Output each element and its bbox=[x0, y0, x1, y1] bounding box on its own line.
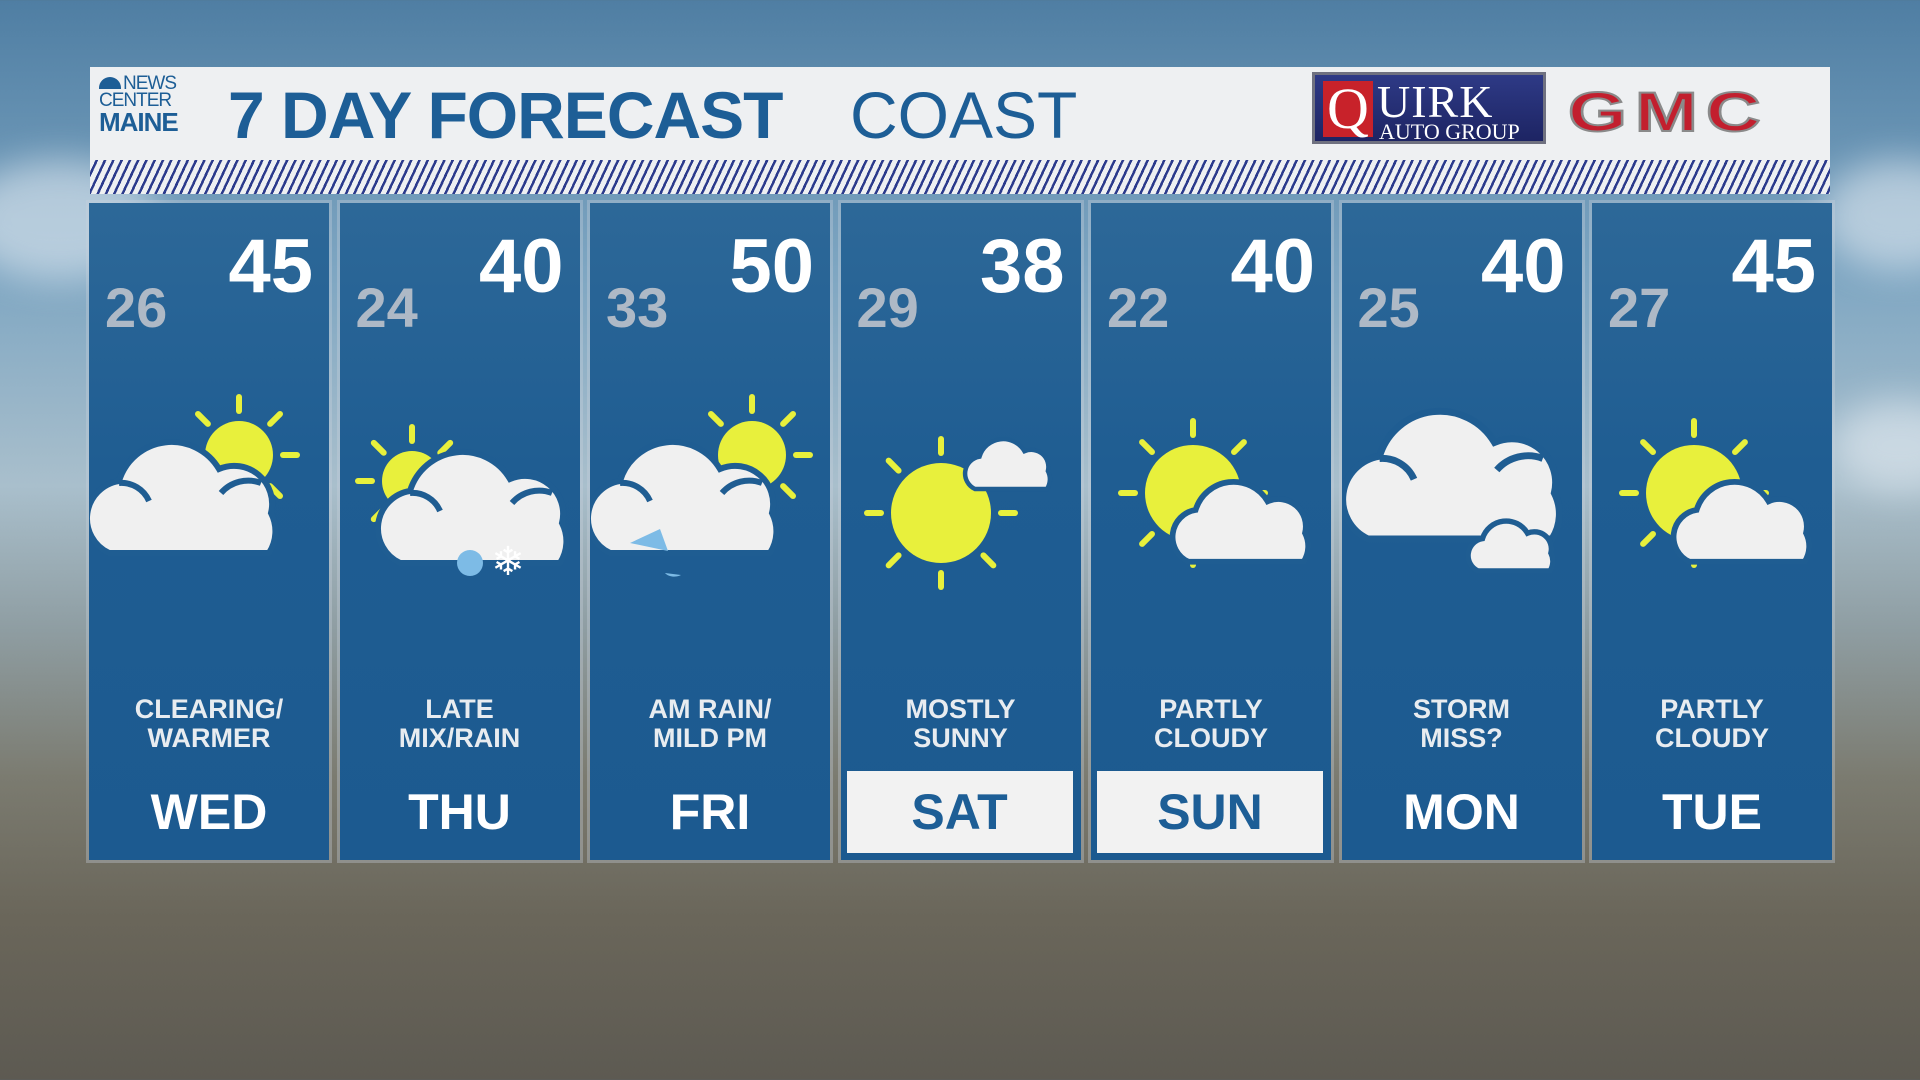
quirk-word: UIRK bbox=[1377, 76, 1494, 127]
cloud-sun-rain-icon bbox=[590, 394, 813, 577]
forecast-description: LATE MIX/RAIN bbox=[398, 694, 521, 753]
forecast-description: AM RAIN/MILD PM bbox=[648, 694, 772, 753]
forecast-description: CLEARING/WARMER bbox=[134, 694, 284, 753]
partly-cloudy-icon bbox=[1118, 418, 1312, 568]
background-cloud bbox=[1820, 160, 1920, 270]
logo-line3: MAINE bbox=[99, 107, 179, 137]
high-temp: 45 bbox=[1731, 224, 1816, 309]
low-temp: 26 bbox=[105, 276, 168, 339]
high-temp: 40 bbox=[1230, 224, 1315, 309]
partly-cloudy-icon bbox=[1619, 418, 1813, 568]
logo-line1: NEWS bbox=[123, 73, 177, 94]
quirk-auto-group-logo: Q UIRK AUTO GROUP bbox=[1312, 72, 1546, 144]
high-temp: 40 bbox=[478, 224, 564, 309]
high-temp: 38 bbox=[979, 224, 1065, 309]
day-column-mon: 25 40 STORM MISS? MON bbox=[1341, 203, 1582, 860]
day-column-wed: 26 45 CLEARING/WARMER WED bbox=[89, 203, 329, 860]
day-label: WED bbox=[150, 784, 268, 840]
day-column-sat: 29 38 MOSTLY SUNNY SAT bbox=[840, 203, 1081, 860]
low-temp: 24 bbox=[355, 276, 418, 339]
low-temp: 22 bbox=[1107, 276, 1170, 339]
high-temp: 40 bbox=[1480, 224, 1566, 309]
forecast-description: PARTLY CLOUDY bbox=[1655, 694, 1769, 753]
day-column-sun: 22 40 PARTLY CLOUDY SUN bbox=[1091, 203, 1331, 860]
forecast-description: MOSTLY SUNNY bbox=[905, 694, 1016, 753]
quirk-sub: AUTO GROUP bbox=[1379, 119, 1520, 144]
mostly-sunny-icon bbox=[863, 436, 1052, 590]
low-temp: 33 bbox=[606, 276, 669, 339]
day-label: THU bbox=[408, 784, 511, 840]
forecast-description: STORM MISS? bbox=[1412, 694, 1510, 753]
quirk-q: Q bbox=[1323, 80, 1373, 138]
news-center-maine-logo: NEWS CENTER MAINE bbox=[99, 73, 199, 137]
cloud-sun-icon bbox=[89, 394, 300, 556]
day-column-thu: 24 40 ❄ LATE MIX/RAIN THU bbox=[339, 203, 580, 860]
day-column-tue: 27 45 PARTLY CLOUDY TUE bbox=[1592, 203, 1832, 860]
low-temp: 25 bbox=[1357, 276, 1420, 339]
high-temp: 50 bbox=[729, 224, 814, 309]
low-temp: 29 bbox=[856, 276, 919, 339]
region-label: COAST bbox=[850, 78, 1078, 152]
day-label: SAT bbox=[846, 771, 1073, 853]
logo-line2: CENTER bbox=[99, 90, 172, 111]
low-temp: 27 bbox=[1608, 276, 1671, 339]
forecast-header: NEWS CENTER MAINE 7 DAY FORECAST COAST Q… bbox=[90, 67, 1830, 160]
forecast-description: PARTLY CLOUDY bbox=[1154, 694, 1268, 753]
day-label: MON bbox=[1403, 784, 1520, 840]
day-label: TUE bbox=[1662, 784, 1762, 840]
sun-cloud-rain-snow-icon: ❄ bbox=[354, 424, 569, 584]
nbc-peacock-icon bbox=[99, 77, 121, 89]
high-temp: 45 bbox=[228, 224, 313, 309]
day-label: FRI bbox=[669, 784, 751, 840]
gmc-logo: GMC bbox=[1567, 79, 1769, 144]
svg-text:❄: ❄ bbox=[491, 540, 525, 584]
cloudy-icon bbox=[1341, 407, 1563, 574]
day-label: SUN bbox=[1097, 771, 1323, 853]
day-column-fri: 33 50 AM RAIN/MILD PM FRI bbox=[590, 203, 830, 860]
background-cloud bbox=[1830, 400, 1920, 490]
hatch-stripe bbox=[90, 160, 1830, 194]
page-title: 7 DAY FORECAST bbox=[228, 78, 783, 152]
